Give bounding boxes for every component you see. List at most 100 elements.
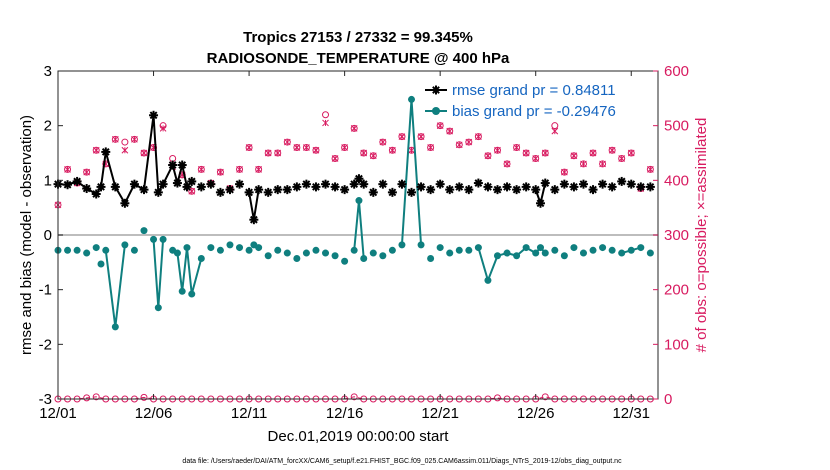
bias-point [446,249,454,257]
rmse-point [158,179,168,189]
obs-assimilated-point [331,155,339,162]
bias-point [140,227,148,235]
bias-point [513,252,521,260]
rmse-point [645,182,655,192]
bias-point [627,246,635,254]
rmse-point [225,185,235,195]
bias-point [560,252,568,260]
bias-point [188,290,196,298]
y-tick-label-left: 0 [44,227,52,244]
x-tick-label: 12/11 [231,405,267,422]
obs-assimilated-point [360,149,368,157]
axis-layer: 12/01 12/06 12/11 12/16 12/21 12/26 12/31 -3 -2 -… [39,63,689,422]
bias-point [608,246,616,254]
obs-assimilated-point [465,138,473,146]
rmse-point [569,182,579,192]
chart-title: Tropics 27153 / 27332 = 99.345% [243,29,473,46]
data-file-note: data file: /Users/raeder/DAI/ATM_forcXX/… [182,458,622,465]
rmse-point [531,185,541,195]
bias-point [360,255,368,263]
rmse-point [445,185,455,195]
bias-point [503,249,511,257]
obs-rejected-point [350,393,358,401]
obs-assimilated-point [541,149,549,157]
bias-point [102,246,110,254]
bias-point [541,249,549,257]
legend: rmse grand pr = 0.84811 bias grand pr = … [425,82,616,120]
rmse-point [550,185,560,195]
bias-point [551,246,559,254]
bias-point [570,244,578,252]
obs-assimilated-point [312,146,320,154]
y-tick-label-right: 300 [664,227,689,244]
obs-assimilated-point [647,166,654,173]
rmse-point [110,182,120,192]
rmse-point [139,185,149,195]
bias-point [532,249,540,257]
x-tick-label: 12/01 [39,405,77,422]
rmse-point [149,110,159,120]
rmse-point [483,182,493,192]
obs-assimilated-point [293,144,301,151]
legend-rmse-star [431,85,441,95]
legend-label-rmse: rmse grand pr = 0.84811 [452,82,616,99]
rmse-point [368,187,378,197]
rmse-point [521,182,531,192]
rmse-point [249,215,259,225]
obs-assimilated-point [627,149,635,157]
bias-point [302,249,310,257]
bias-point [207,244,215,252]
bias-point [97,260,105,268]
rmse-point [263,187,273,197]
chart-subtitle: RADIOSONDE_TEMPERATURE @ 400 hPa [207,50,510,67]
bias-point [183,244,191,252]
rmse-point [359,179,369,189]
obs-assimilated-point [350,125,358,132]
obs-assimilated-point [417,133,425,140]
plot-area [53,71,658,403]
bias-point [599,244,607,252]
obs-assimilated-point [503,160,511,168]
obs-assimilated-point [197,166,205,173]
bias-point [236,244,244,252]
obs-assimilated-point [64,166,71,173]
obs-assimilated-point [140,149,148,157]
y-tick-label-left: -1 [39,282,52,299]
x-tick-label: 12/26 [517,405,555,422]
y-tick-label-left: -2 [39,336,52,353]
bias-point [455,246,463,254]
rmse-point [397,179,407,189]
obs-assimilated-point [83,168,91,176]
rmse-point [426,185,436,195]
rmse-point [636,182,646,192]
obs-assimilated-point [618,155,626,162]
bias-point [579,249,587,257]
obs-assimilated-point [159,125,167,132]
rmse-point [311,182,321,192]
rmse-point [607,182,617,192]
bias-point [427,255,435,263]
bias-point [465,246,473,254]
obs-assimilated-point [389,146,396,154]
rmse-point [235,179,245,189]
obs-assimilated-point [475,133,482,140]
bias-point [111,323,119,331]
obs-assimilated-point [236,166,243,173]
rmse-point [598,179,608,189]
bias-point [216,246,224,254]
rmse-point [273,185,283,195]
obs-assimilated-point [92,146,100,154]
x-tick-label: 12/21 [421,405,459,422]
obs-rejected-point [493,394,501,402]
legend-label-bias: bias grand pr = -0.29476 [452,103,616,120]
rmse-point [588,185,598,195]
bias-point [398,241,406,249]
obs-assimilated-point [322,119,329,127]
bias-point [274,246,282,254]
bias-point [350,246,358,254]
x-tick-label: 12/31 [612,405,650,422]
obs-assimilated-point [580,160,587,168]
rmse-point [387,187,397,197]
bias-point [150,235,158,243]
rmse-point [407,187,417,197]
